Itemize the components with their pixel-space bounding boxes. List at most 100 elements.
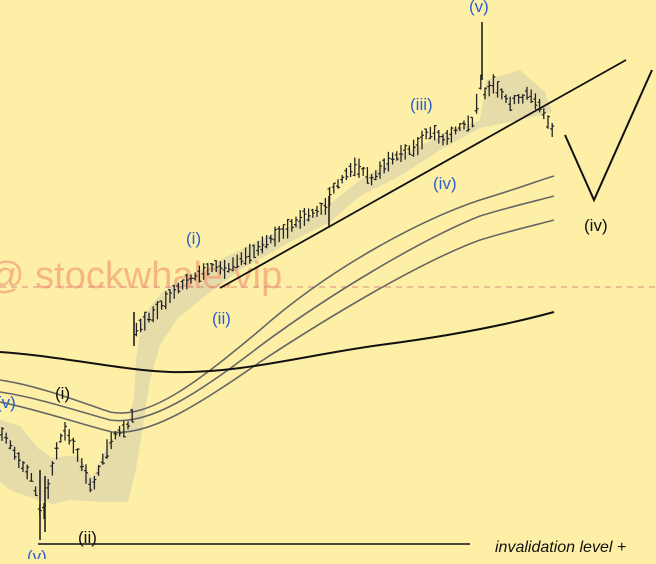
price-bar [197,265,202,283]
price-bar [79,458,84,472]
price-bar [147,312,151,323]
price-bar [533,93,538,110]
price-bar [470,116,475,128]
price-bar [121,420,126,438]
price-bar [424,128,429,140]
price-bar [285,218,290,239]
price-bar [357,158,361,178]
price-bar [302,207,307,226]
price-bar [268,234,273,244]
price-bar [29,472,34,482]
price-bar [449,126,454,143]
wave-channel-band [0,70,552,504]
price-bar [457,123,462,132]
wave-label-iv-black: (iv) [584,216,608,235]
watermark-text: @ stockwhale.vip [0,255,282,297]
price-bar [411,139,416,157]
price-bar [390,152,395,165]
price-bar [289,219,294,232]
wave-label-i-blue: (i) [186,229,201,248]
price-bar [445,129,450,145]
price-bar [331,182,336,194]
price-bar [205,263,210,276]
price-bar [138,318,143,333]
price-bar [352,157,357,177]
price-bar [432,124,437,141]
wave-label-v-blue: (v) [469,0,489,16]
price-bar [403,144,408,160]
price-bar [0,427,4,441]
price-bar [373,170,378,181]
price-bar [21,461,25,472]
price-bar [222,260,227,279]
price-bar [54,442,59,460]
wave-trendline [219,59,627,289]
price-bar [201,263,206,280]
price-bar [415,136,420,156]
price-bar [189,274,193,284]
wave-label-iii-blue: (iii) [410,95,433,114]
wave-label-i-black: (i) [55,384,70,403]
price-bar [319,202,324,215]
price-bar [512,95,517,105]
price-bar [537,98,542,113]
price-bar [348,163,353,178]
price-bar [163,291,168,310]
price-bar [142,311,147,331]
price-bar [453,126,458,135]
invalidation-level-label: invalidation level + [495,539,626,556]
price-bar [546,115,550,129]
wave-label-v-left: (v) [0,393,16,412]
price-bar [306,208,311,222]
price-bar [336,179,340,189]
price-bar [67,429,72,445]
price-bar [172,284,177,299]
price-bar [399,145,403,163]
price-bar [298,210,303,229]
price-bars [0,22,555,540]
price-bar [71,437,76,454]
price-bar [277,226,282,243]
price-bar [361,166,366,176]
price-bar [130,408,135,423]
price-bar [231,257,235,272]
price-bar [382,158,387,174]
price-bar [386,151,391,172]
price-bar [193,272,198,281]
moving-average-line-4 [0,311,555,374]
moving-average-line-3 [0,219,555,434]
price-bar [428,126,433,140]
price-bar [495,80,500,98]
projected-wave-path [564,69,653,203]
price-bar [218,261,223,275]
price-bar [46,479,51,499]
price-bar [214,259,219,272]
price-bar [105,439,109,459]
wave-label-ii-black: (ii) [78,528,97,547]
price-bar [294,216,298,228]
price-bar [252,244,256,259]
price-bar [184,273,189,290]
price-bar [344,167,349,181]
price-bar [243,247,248,265]
price-bar [550,123,555,137]
price-bar [441,133,445,146]
price-bar [407,145,412,156]
price-bar [176,282,181,294]
price-bar [96,464,101,476]
price-bar [420,130,424,150]
price-bar [323,197,328,215]
price-bar [151,306,156,323]
price-bar [483,87,487,100]
price-bar [508,96,513,111]
price-bar [474,93,479,114]
price-bar [117,425,122,437]
moving-average-line-1 [0,175,555,414]
moving-average-line-2 [0,195,555,422]
price-bar [281,224,286,239]
price-bar [520,94,525,104]
price-bar [378,161,382,179]
price-bar [159,300,164,310]
